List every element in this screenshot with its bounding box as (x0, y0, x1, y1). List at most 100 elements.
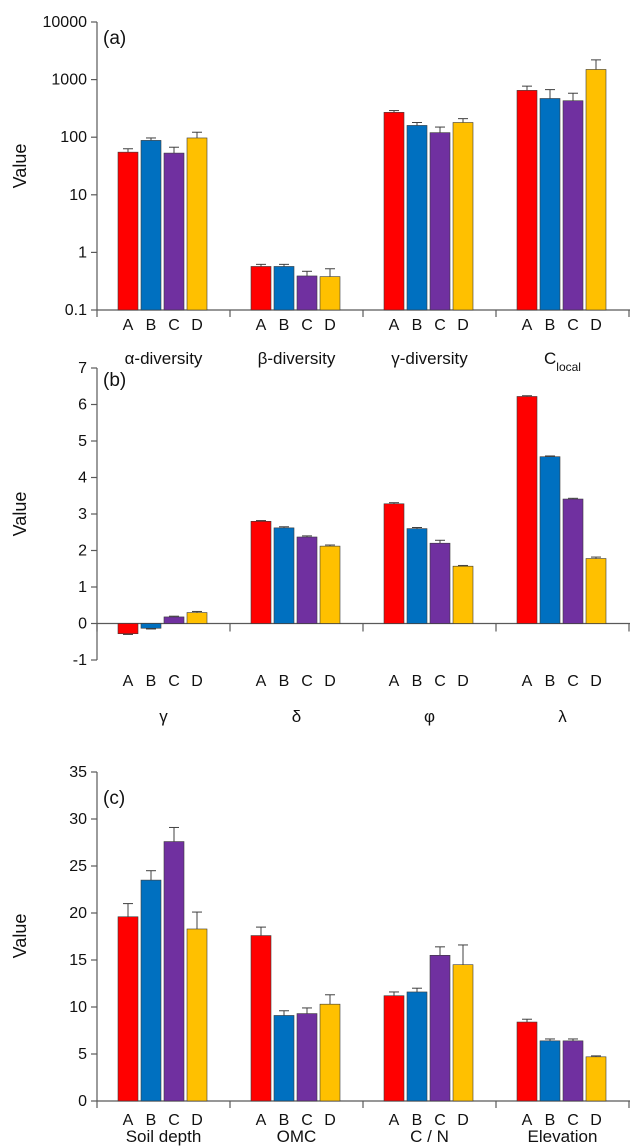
bar-D (452, 122, 474, 311)
bar-C (163, 616, 185, 624)
bar-D (319, 276, 341, 311)
x-tick-label: A (123, 673, 134, 690)
y-tick-label: 10 (69, 187, 87, 204)
bar-A (117, 151, 139, 311)
bar-D (186, 137, 208, 311)
y-tick-label: 2 (78, 543, 87, 560)
bar-B (539, 456, 561, 624)
x-tick-label: B (545, 673, 556, 690)
x-tick-label: D (590, 1112, 602, 1129)
x-tick-label: D (590, 673, 602, 690)
y-tick-label: 5 (78, 1046, 87, 1063)
y-tick-label: 30 (69, 811, 87, 828)
x-tick-label: D (191, 317, 203, 334)
y-tick-label: 1 (78, 244, 87, 261)
x-tick-label: C (301, 317, 313, 334)
y-tick-label: 1000 (51, 72, 87, 89)
group-label: C / N (410, 1127, 449, 1146)
bar-B (406, 528, 428, 624)
bar-A (383, 503, 405, 624)
bar-D (452, 964, 474, 1102)
bar-C (429, 542, 451, 624)
bar-B (406, 125, 428, 311)
group-label: δ (292, 707, 301, 726)
x-tick-label: C (434, 317, 446, 334)
x-tick-label: D (191, 673, 203, 690)
y-tick-label: 4 (78, 470, 87, 487)
group-label: OMC (277, 1127, 317, 1146)
group-label: φ (424, 707, 435, 726)
y-tick-label: -1 (73, 652, 87, 669)
y-tick-label: 7 (78, 360, 87, 377)
bar-B (140, 140, 162, 311)
x-tick-label: A (123, 1112, 134, 1129)
bar-A (250, 266, 272, 311)
bar-D (319, 545, 341, 624)
bar-D (319, 1003, 341, 1102)
x-tick-label: B (279, 1112, 290, 1129)
y-tick-label: 3 (78, 506, 87, 523)
x-tick-label: C (567, 673, 579, 690)
bar-B (273, 266, 295, 311)
bar-B (273, 1015, 295, 1102)
bar-B (406, 991, 428, 1102)
panel-label: (a) (103, 28, 126, 49)
x-tick-label: A (522, 673, 533, 690)
y-axis-label: Value (10, 144, 30, 189)
bar-C (163, 841, 185, 1102)
x-tick-label: A (389, 673, 400, 690)
y-tick-label: 0 (78, 1093, 87, 1110)
bar-C (562, 498, 584, 624)
group-label: Clocal (544, 349, 581, 374)
x-tick-label: B (146, 673, 157, 690)
x-tick-label: B (412, 1112, 423, 1129)
bar-C (163, 152, 185, 311)
x-tick-label: C (434, 673, 446, 690)
x-tick-label: C (567, 317, 579, 334)
x-tick-label: A (389, 1112, 400, 1129)
x-tick-label: A (123, 317, 134, 334)
bar-C (296, 536, 318, 624)
x-tick-label: B (279, 673, 290, 690)
panel-label: (b) (103, 370, 126, 391)
x-tick-label: B (412, 673, 423, 690)
group-label: β-diversity (258, 349, 336, 368)
x-tick-label: D (324, 317, 336, 334)
y-tick-label: 10 (69, 999, 87, 1016)
x-tick-label: A (256, 1112, 267, 1129)
bar-A (117, 916, 139, 1102)
group-label: λ (558, 707, 567, 726)
bar-B (273, 527, 295, 624)
bar-A (117, 623, 139, 635)
y-tick-label: 1 (78, 579, 87, 596)
x-tick-label: D (191, 1112, 203, 1129)
y-tick-label: 15 (69, 952, 87, 969)
x-tick-label: C (567, 1112, 579, 1129)
y-tick-label: 6 (78, 397, 87, 414)
x-tick-label: B (146, 317, 157, 334)
bar-B (539, 98, 561, 311)
group-label: Soil depth (126, 1127, 202, 1146)
y-tick-label: 35 (69, 764, 87, 781)
y-axis-label: Value (10, 492, 30, 537)
bar-C (296, 275, 318, 311)
bar-C (562, 1040, 584, 1102)
group-label: α-diversity (125, 349, 203, 368)
x-tick-label: B (279, 317, 290, 334)
y-tick-label: 25 (69, 858, 87, 875)
bar-A (516, 1021, 538, 1102)
panel-label: (c) (103, 788, 125, 809)
bar-B (140, 879, 162, 1102)
x-tick-label: D (324, 1112, 336, 1129)
bar-A (250, 935, 272, 1102)
x-tick-label: D (590, 317, 602, 334)
x-tick-label: D (457, 1112, 469, 1129)
bar-C (429, 954, 451, 1102)
group-label: Elevation (528, 1127, 598, 1146)
group-label: γ (159, 707, 168, 726)
bar-B (539, 1040, 561, 1102)
bar-D (186, 612, 208, 624)
